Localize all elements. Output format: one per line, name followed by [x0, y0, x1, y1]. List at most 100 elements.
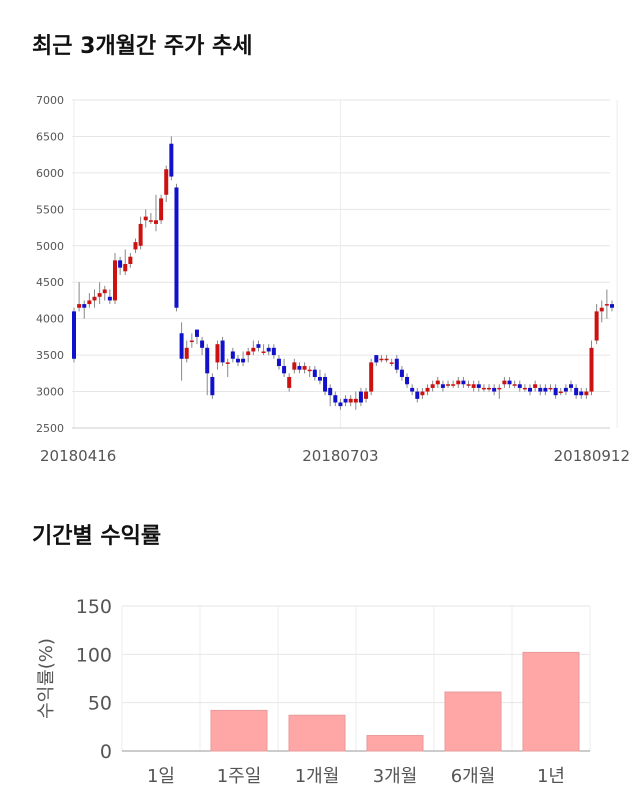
candle-body — [169, 143, 174, 177]
candle-body — [241, 358, 246, 363]
x-tick-label: 1년 — [537, 766, 565, 787]
candle-body — [189, 340, 194, 343]
candle-body — [92, 296, 97, 301]
candle-body — [369, 362, 374, 392]
y-tick-label: 100 — [76, 644, 112, 666]
candle-body — [282, 366, 287, 374]
candle-body — [184, 347, 189, 359]
candle-body — [292, 362, 297, 370]
candle-body — [502, 380, 507, 385]
candle-body — [118, 260, 123, 268]
candle-body — [579, 391, 584, 396]
candle-body — [410, 387, 415, 392]
y-tick-label: 3500 — [36, 349, 64, 362]
candle-body — [364, 391, 369, 399]
candle-body — [107, 296, 112, 301]
candle-body — [328, 387, 333, 396]
candle-body — [420, 391, 425, 396]
candle-body — [138, 223, 143, 246]
candle-body — [225, 362, 230, 364]
candle-body — [466, 384, 471, 386]
y-tick-label: 7000 — [36, 94, 64, 107]
candle-body — [599, 307, 604, 312]
candlestick-chart: 2500 3000 3500 4000 4500 5000 5500 6000 6500 7000… — [36, 94, 630, 465]
candle-body — [102, 289, 107, 294]
candle-body — [266, 347, 271, 352]
candle-body — [522, 387, 527, 390]
candle-body — [230, 351, 235, 359]
candle-body — [558, 391, 563, 394]
candle-body — [159, 198, 164, 221]
x-tick-label: 6개월 — [451, 766, 496, 787]
candle-body — [512, 384, 517, 386]
x-tick-label: 1주일 — [217, 766, 262, 787]
candle-body — [379, 358, 384, 361]
y-tick-label: 0 — [100, 741, 112, 763]
y-tick-label: 3000 — [36, 386, 64, 399]
candle-body — [112, 260, 117, 301]
candle-body — [200, 340, 205, 348]
candle-body — [164, 169, 169, 195]
candle-body — [153, 220, 158, 224]
y-tick-label: 5500 — [36, 203, 64, 216]
y-tick-label: 4500 — [36, 276, 64, 289]
candle-body — [215, 344, 220, 363]
bar — [366, 735, 424, 752]
candle-body — [312, 369, 317, 377]
candle-body — [220, 340, 225, 363]
candle-body — [507, 380, 512, 385]
candle-body — [353, 398, 358, 403]
candle-body — [179, 333, 184, 359]
candle-body — [425, 387, 430, 392]
candle-body — [194, 329, 199, 337]
bar — [522, 651, 580, 752]
y-tick-label: 4000 — [36, 313, 64, 326]
candle-body — [604, 304, 609, 306]
y-tick-label: 2500 — [36, 422, 64, 435]
candle-body — [210, 376, 215, 396]
candle-body — [128, 256, 133, 264]
candle-body — [338, 402, 343, 407]
candle-body — [123, 264, 128, 272]
y-tick-label: 5000 — [36, 240, 64, 253]
x-tick-label: 20180703 — [302, 447, 378, 465]
candle-body — [205, 347, 210, 374]
candle-body — [358, 391, 363, 403]
candle-body — [72, 311, 76, 359]
candle-body — [528, 387, 533, 392]
candle-body — [446, 384, 451, 386]
candle-body — [543, 387, 548, 392]
candle-body — [235, 358, 240, 363]
candle-body — [77, 304, 82, 308]
candle-body — [461, 380, 466, 385]
y-tick-label: 6000 — [36, 167, 64, 180]
candle-body — [399, 369, 404, 377]
y-tick-label: 150 — [76, 596, 112, 618]
candle-body — [297, 366, 302, 370]
bar — [444, 691, 502, 752]
candle-body — [246, 351, 251, 356]
candle-body — [287, 376, 292, 388]
candle-body — [563, 387, 568, 392]
candle-body — [456, 380, 461, 385]
candle-body — [87, 300, 92, 305]
candle-body — [584, 391, 589, 396]
candle-body — [394, 358, 399, 370]
candle-body — [251, 347, 256, 352]
candle-body — [538, 387, 543, 392]
candle-body — [302, 366, 307, 370]
candle-body — [82, 304, 87, 308]
candle-body — [497, 387, 502, 390]
y-tick-label: 6500 — [36, 130, 64, 143]
bar — [288, 714, 346, 752]
candle-body — [553, 387, 558, 396]
candle-body — [333, 395, 338, 403]
candle-body — [389, 362, 394, 364]
candle-body — [323, 376, 328, 392]
x-tick-label: 20180912 — [554, 447, 630, 465]
y-tick-label: 50 — [88, 693, 112, 715]
candle-body — [307, 369, 312, 372]
candle-body — [405, 376, 410, 385]
candle-body — [533, 384, 538, 388]
